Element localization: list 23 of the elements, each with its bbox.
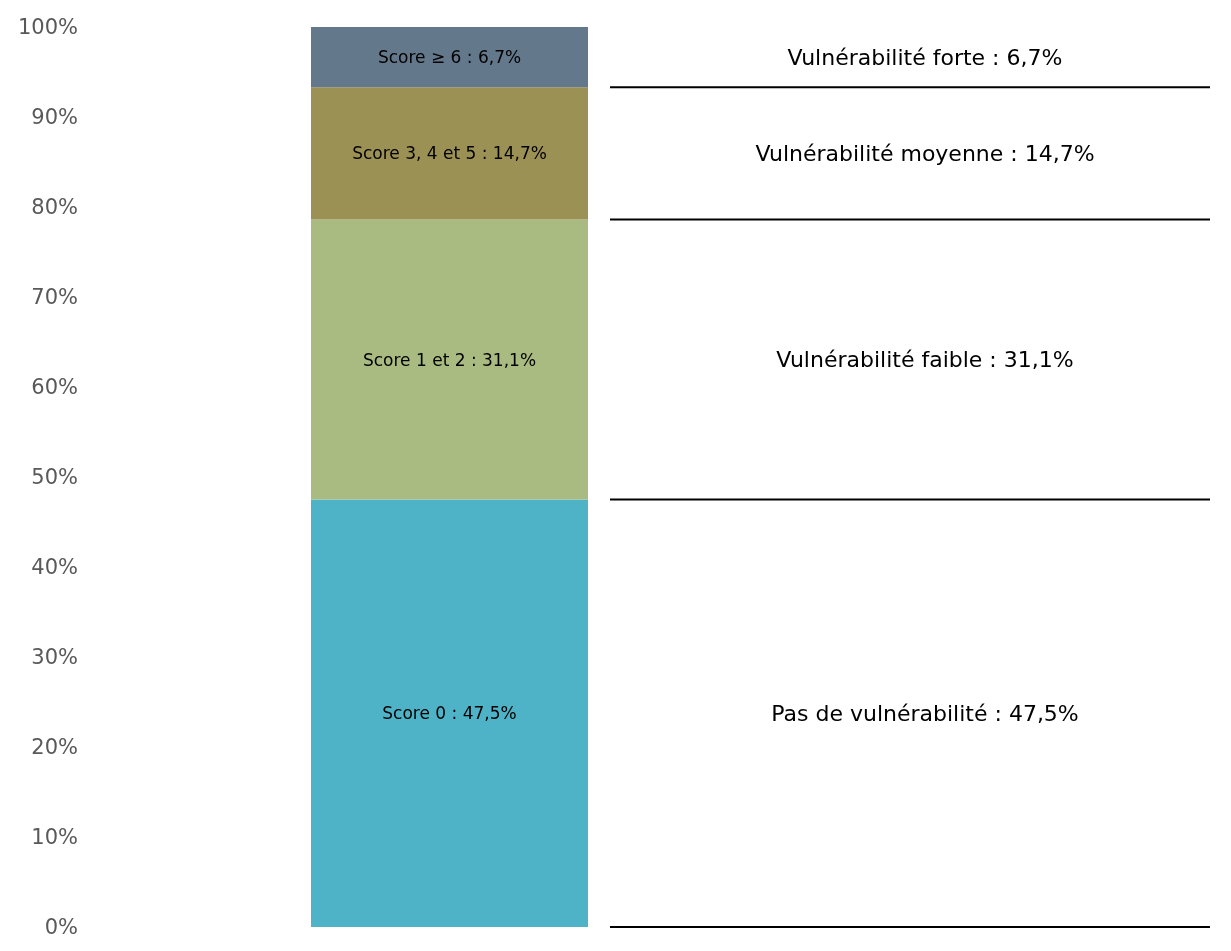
bar: [311, 499, 588, 927]
y-tick-label: 30%: [31, 645, 78, 669]
y-tick-label: 60%: [31, 375, 78, 399]
data-label: Score 3, 4 et 5 : 14,7%: [352, 143, 547, 164]
bar: [311, 219, 588, 500]
data-label: Score 0 : 47,5%: [382, 703, 517, 724]
y-tick-label: 10%: [31, 825, 78, 849]
bar: [311, 27, 588, 88]
y-tick-label: 100%: [17, 15, 78, 39]
text: Pas de vulnérabilité : 47,5%: [771, 700, 1079, 726]
text: Vulnérabilité forte : 6,7%: [787, 44, 1063, 70]
y-tick-label: 50%: [31, 465, 78, 489]
y-tick-label: 0%: [44, 915, 78, 939]
y-tick-label: 90%: [31, 105, 78, 129]
data-label: Score 1 et 2 : 31,1%: [362, 349, 537, 370]
data-label: Score ≥ 6 : 6,7%: [377, 47, 522, 68]
y-tick-label: 20%: [31, 735, 78, 759]
bar: [311, 87, 588, 220]
y-tick-label: 80%: [31, 195, 78, 219]
y-tick-label: 70%: [31, 285, 78, 309]
y-tick-label: 40%: [31, 555, 78, 579]
text: Vulnérabilité moyenne : 14,7%: [755, 140, 1095, 166]
text: Vulnérabilité faible : 31,1%: [776, 347, 1074, 373]
